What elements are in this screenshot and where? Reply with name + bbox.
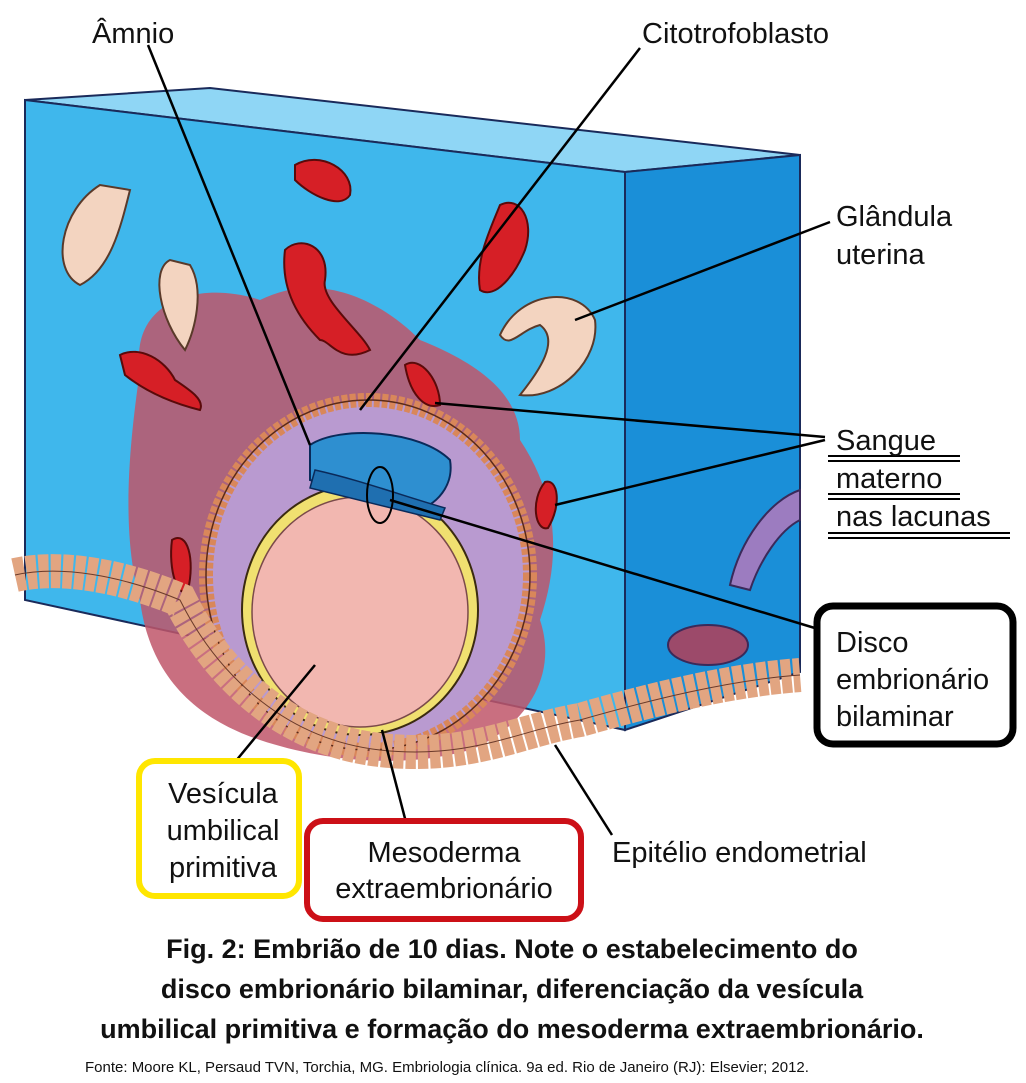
disc-marker [366, 466, 394, 524]
label: umbilical [167, 815, 280, 847]
uterine-gland [728, 488, 801, 592]
leader-line [574, 220, 831, 322]
leader-line [554, 438, 826, 507]
yolk-sac [251, 496, 469, 728]
caption-line: disco embrionário bilaminar, diferenciaç… [161, 974, 864, 1004]
blood-lacuna [534, 480, 558, 530]
label: uterina [836, 239, 926, 271]
label: embrionário [836, 664, 989, 696]
label: nas lacunas [836, 501, 991, 533]
label-underlines [828, 455, 1010, 539]
label: bilaminar [836, 701, 954, 733]
leader-line [434, 401, 826, 439]
label-box [813, 602, 1017, 748]
label: Sangue [836, 425, 936, 457]
label: Âmnio [92, 17, 174, 50]
gland-section [667, 624, 749, 666]
leader-line [234, 664, 316, 763]
leader-line [389, 498, 829, 634]
label: Citotrofoblasto [642, 18, 829, 50]
uterine-gland [61, 183, 132, 287]
source: Fonte: Moore KL, Persaud TVN, Torchia, M… [85, 1059, 809, 1076]
label: Epitélio endometrial [612, 837, 867, 869]
label: Glândula [836, 201, 953, 233]
leader-line [553, 744, 614, 836]
leader-line [380, 729, 410, 831]
label: extraembrionário [335, 873, 553, 905]
caption-line: Fig. 2: Embrião de 10 dias. Note o estab… [166, 934, 858, 964]
label-box [136, 758, 302, 899]
label-box [304, 818, 584, 922]
uterine-gland [498, 296, 597, 397]
label: primitiva [169, 852, 278, 884]
uterine-gland [158, 258, 199, 352]
blood-lacuna [403, 361, 442, 407]
blood-lacuna [118, 350, 202, 412]
label: Disco [836, 627, 909, 659]
label: materno [836, 463, 942, 495]
blood-vessel [478, 201, 530, 294]
caption-line: umbilical primitiva e formação do mesode… [100, 1014, 924, 1044]
leader-line [146, 44, 312, 446]
leader-line [359, 47, 641, 411]
blood-vessel [283, 242, 372, 356]
tissue-side [624, 153, 801, 732]
label: Vesícula [168, 778, 278, 810]
epithelium-outline [14, 570, 801, 753]
label: Mesoderma [367, 837, 521, 869]
blood-vessel [294, 158, 352, 203]
